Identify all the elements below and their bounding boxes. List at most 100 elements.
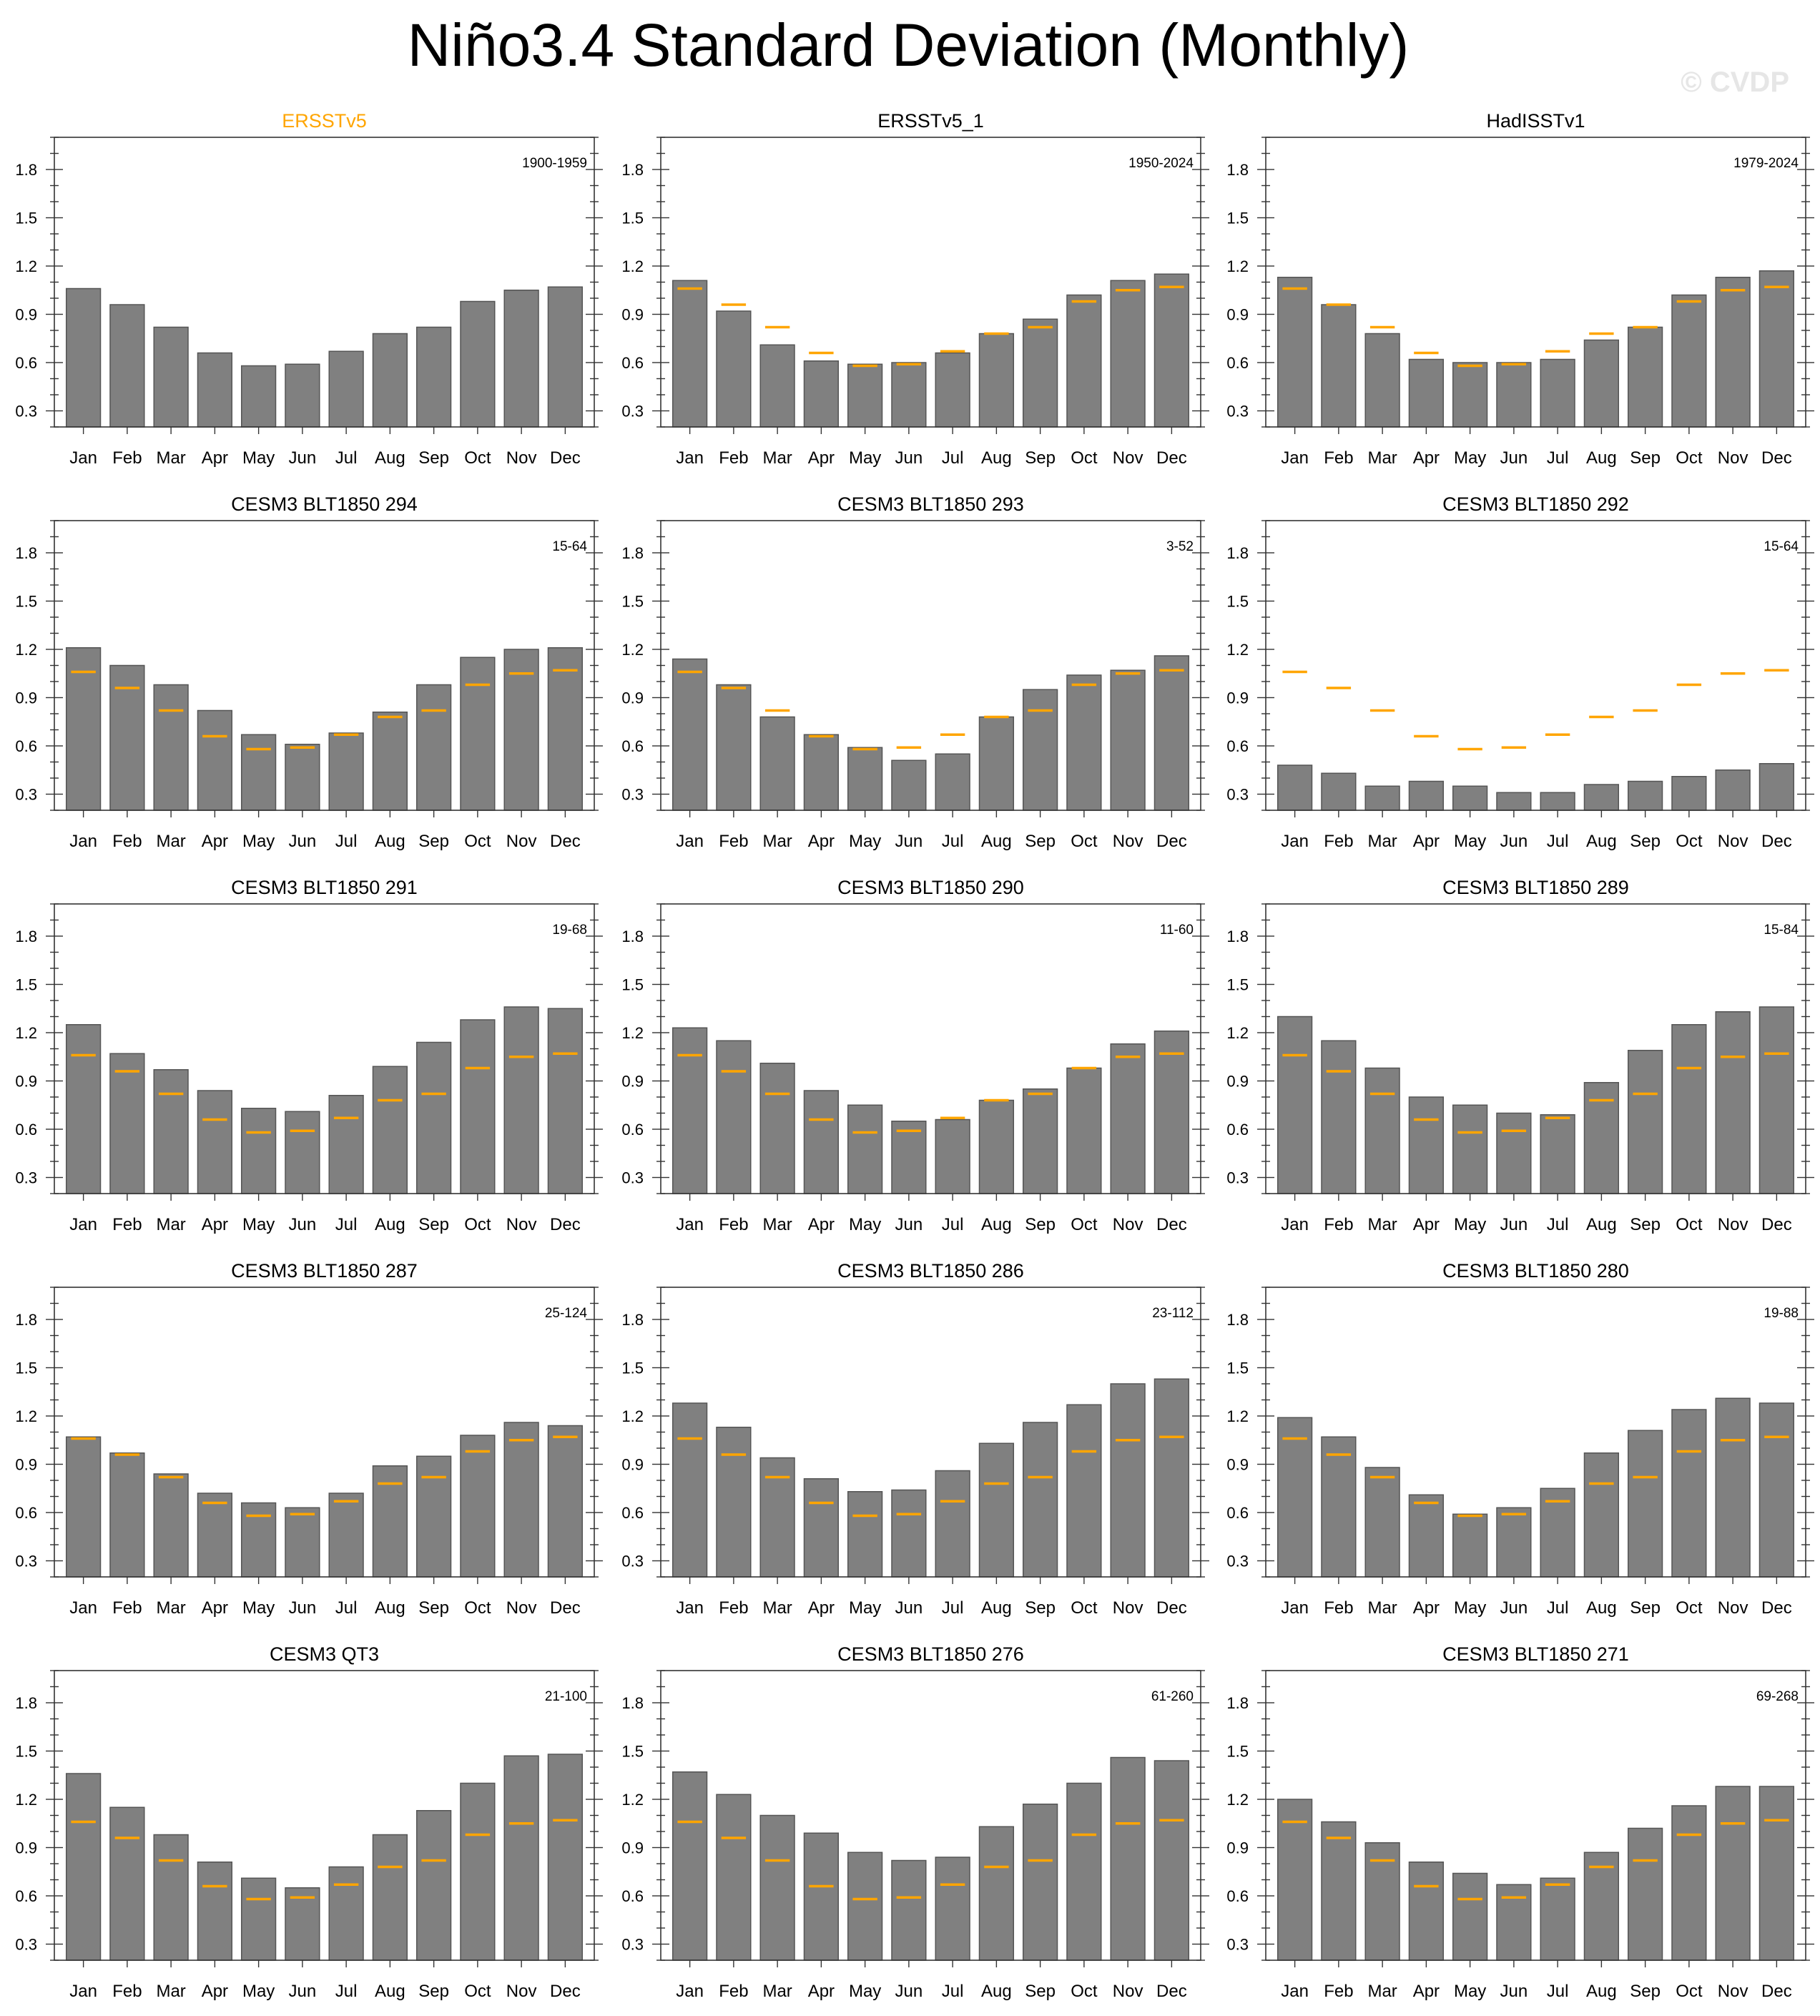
period-label: 11-60 [1160,923,1194,938]
bar-nov [1715,1011,1751,1194]
x-tick-label: Jun [895,1215,923,1234]
x-tick-label: Feb [719,1982,748,2001]
bar-feb [716,310,752,428]
y-tick-label: 0.6 [1226,354,1249,372]
bar-aug [978,1826,1015,1961]
bar-nov [1715,1397,1751,1578]
bar-jan [1277,764,1313,811]
y-tick-label: 1.5 [621,593,644,611]
y-tick-label: 0.9 [15,1456,37,1474]
x-tick-label: Jan [1281,1598,1309,1618]
x-tick-label: Nov [1718,1215,1748,1234]
period-label: 19-88 [1764,1306,1799,1321]
x-tick-label: May [242,1215,275,1234]
bar-feb [1321,772,1357,811]
bar-feb [109,304,145,428]
x-tick-label: Mar [762,1982,792,2001]
x-tick-label: Jan [69,1598,97,1618]
y-tick-label: 1.5 [1226,593,1249,611]
x-tick-label: Jul [1547,1215,1569,1234]
bar-mar [759,1063,795,1194]
panel: ERSSTv5_1 0.3 0.6 0.9 1.2 1.5 1.8 Jan Feb Mar Apr M… [621,110,1209,468]
bar-sep [1022,1422,1058,1578]
x-tick-label: Oct [1071,832,1098,851]
x-tick-label: Jan [69,448,97,468]
x-tick-label: Mar [762,448,792,468]
plot-frame [1265,520,1806,811]
x-tick-label: Mar [1367,1598,1397,1618]
panel-title: ERSSTv5_1 [877,110,984,132]
x-tick-label: Dec [1156,1982,1187,2001]
bar-mar [759,1814,795,1961]
x-tick-label: Dec [1761,448,1792,468]
panel-title: CESM3 BLT1850 289 [1442,877,1629,898]
panel: CESM3 BLT1850 294 0.3 0.6 0.9 1.2 1.5 1.8 Jan Fe… [15,493,603,851]
x-tick-label: Mar [762,1215,792,1234]
bar-nov [1715,769,1751,811]
x-tick-label: Apr [808,1598,835,1618]
x-tick-label: May [1454,448,1486,468]
y-tick-label: 1.8 [15,1311,37,1329]
x-tick-label: Apr [1413,832,1440,851]
bar-jul [328,350,364,428]
y-tick-label: 0.9 [15,1073,37,1091]
x-tick-label: Jul [942,1598,964,1618]
x-tick-label: Sep [1630,448,1661,468]
bar-jun [1496,1507,1532,1578]
bar-jan [672,1771,708,1961]
x-tick-label: Aug [375,1982,405,2001]
y-tick-label: 1.2 [621,257,644,275]
bar-apr [197,1493,233,1578]
bar-aug [978,1442,1015,1578]
x-tick-label: May [1454,832,1486,851]
x-tick-label: Nov [1113,1982,1143,2001]
bar-jan [65,1024,102,1194]
y-tick-label: 1.8 [621,928,644,945]
bar-oct [1671,1409,1707,1578]
panel-title: CESM3 BLT1850 271 [1442,1643,1629,1665]
bar-mar [153,1834,189,1961]
bar-jan [672,658,708,811]
y-tick-label: 1.2 [15,1407,37,1425]
x-tick-label: Mar [1367,832,1397,851]
y-tick-label: 1.8 [1226,928,1249,945]
bar-nov [1110,1383,1146,1578]
x-tick-label: Apr [1413,448,1440,468]
x-tick-label: May [849,1215,881,1234]
bar-apr [1408,1096,1445,1194]
bar-may [1452,1104,1488,1194]
y-tick-label: 1.2 [15,1024,37,1042]
x-tick-label: Aug [375,832,405,851]
bar-dec [547,1008,584,1194]
panel: CESM3 BLT1850 293 0.3 0.6 0.9 1.2 1.5 1.8 Jan Fe… [621,493,1209,851]
y-tick-label: 1.2 [15,1791,37,1809]
x-tick-label: Jan [1281,832,1309,851]
bar-feb [716,1794,752,1961]
bar-may [1452,1513,1488,1578]
x-tick-label: Jul [335,448,358,468]
bar-jun [891,759,927,811]
panel: CESM3 BLT1850 280 0.3 0.6 0.9 1.2 1.5 1.8 Jan Fe… [1226,1260,1814,1618]
x-tick-label: Apr [808,1982,835,2001]
y-tick-label: 1.2 [1226,1407,1249,1425]
bar-mar [759,344,795,428]
panel: CESM3 BLT1850 292 0.3 0.6 0.9 1.2 1.5 1.8 Jan Fe… [1226,493,1814,851]
x-tick-label: Feb [112,448,142,468]
bar-feb [109,1806,145,1961]
y-tick-label: 0.3 [621,403,644,421]
x-tick-label: Jul [942,832,964,851]
bar-dec [547,647,584,811]
x-tick-label: Mar [156,1982,185,2001]
bar-jul [935,753,970,811]
x-tick-label: Sep [418,448,449,468]
period-label: 69-268 [1756,1689,1799,1704]
bar-aug [372,1834,408,1961]
x-tick-label: Jul [1547,832,1569,851]
x-tick-label: Aug [981,1215,1012,1234]
bar-aug [1583,784,1620,811]
x-tick-label: Dec [1156,832,1187,851]
y-tick-label: 1.8 [621,1311,644,1329]
x-tick-label: May [1454,1598,1486,1618]
x-tick-label: Nov [506,1982,537,2001]
bar-jun [285,1507,320,1578]
